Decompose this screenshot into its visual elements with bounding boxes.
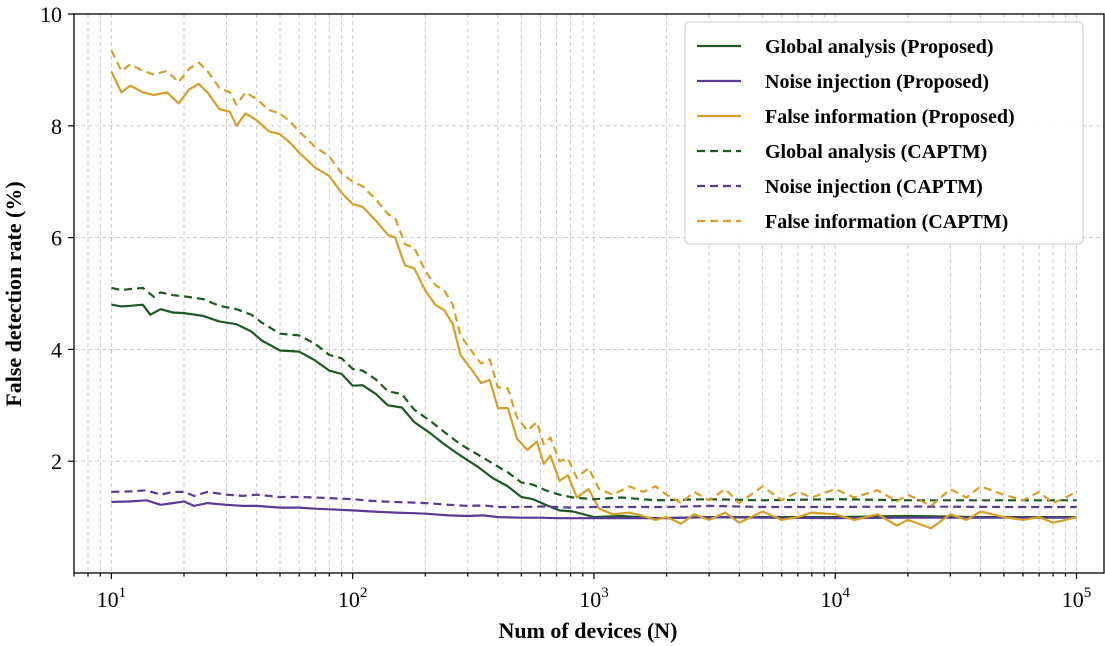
series-layer <box>110 49 1077 530</box>
plot-frame <box>73 13 1105 574</box>
x-axis-title: Num of devices (N) <box>498 618 677 643</box>
x-tick-labels: 101 102 103 104 105 <box>97 585 1092 612</box>
series-line-6 <box>110 49 1077 507</box>
series-line-1 <box>111 303 1077 520</box>
legend-label: Global analysis (CAPTM) <box>765 141 987 163</box>
legend-label: Noise injection (Proposed) <box>765 71 989 93</box>
legend-label: False information (Proposed) <box>765 106 1015 128</box>
series-line-5 <box>111 489 1077 509</box>
x-tick-label: 102 <box>338 585 368 612</box>
series-line-2 <box>111 499 1077 520</box>
y-tick-labels: 2 4 6 8 10 <box>40 2 62 474</box>
legend: Global analysis (Proposed) Noise injectio… <box>684 21 1084 245</box>
series-line-4 <box>111 286 1077 502</box>
legend-box <box>684 21 1084 245</box>
axis-ticks <box>68 13 1078 579</box>
legend-label: Noise injection (CAPTM) <box>765 176 983 198</box>
y-tick-label: 8 <box>51 114 62 139</box>
y-tick-label: 10 <box>40 2 62 27</box>
y-tick-label: 2 <box>51 449 62 474</box>
x-tick-label: 104 <box>820 585 850 612</box>
legend-label: Global analysis (Proposed) <box>765 36 994 58</box>
x-tick-label: 103 <box>579 585 609 612</box>
y-axis-title: False detection rate (%) <box>1 181 26 406</box>
legend-label: False information (CAPTM) <box>765 211 1008 233</box>
x-tick-label: 105 <box>1062 585 1092 612</box>
y-tick-label: 4 <box>51 337 62 362</box>
x-tick-label: 101 <box>97 585 127 612</box>
series-line-3 <box>110 71 1077 530</box>
y-tick-label: 6 <box>51 226 62 251</box>
